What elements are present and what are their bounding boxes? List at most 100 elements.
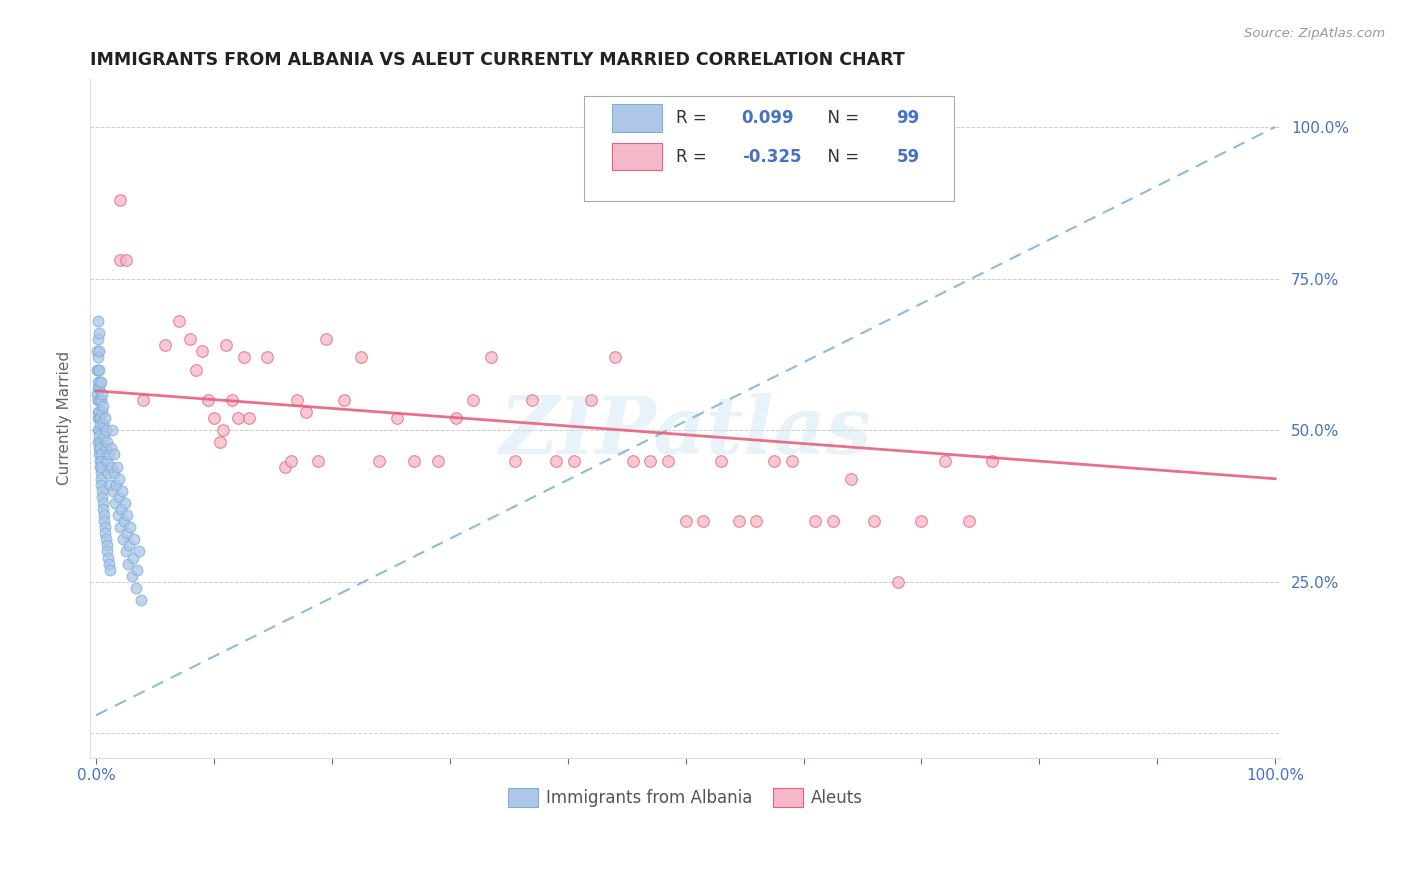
Point xyxy=(87,405,110,419)
Point xyxy=(108,253,131,268)
Point xyxy=(94,526,117,541)
Point xyxy=(105,459,128,474)
Point xyxy=(295,405,318,419)
Point xyxy=(90,477,112,491)
Point xyxy=(90,375,112,389)
Point xyxy=(90,392,112,407)
Point xyxy=(710,453,733,467)
Point xyxy=(202,411,225,425)
Point xyxy=(89,411,111,425)
Point xyxy=(404,453,426,467)
Point xyxy=(90,472,112,486)
Point xyxy=(118,538,141,552)
Point xyxy=(727,514,749,528)
Point xyxy=(957,514,980,528)
Point xyxy=(117,557,139,571)
Point xyxy=(385,411,408,425)
Point xyxy=(87,442,110,456)
Point xyxy=(96,538,118,552)
Point xyxy=(91,405,114,419)
Point xyxy=(503,453,526,467)
Point xyxy=(107,508,129,522)
Point xyxy=(745,514,768,528)
Point xyxy=(96,453,118,467)
Point xyxy=(97,550,120,565)
Y-axis label: Currently Married: Currently Married xyxy=(58,351,72,485)
Point xyxy=(120,520,142,534)
Point xyxy=(186,362,208,376)
Point xyxy=(132,392,155,407)
Point xyxy=(804,514,827,528)
Point xyxy=(544,453,567,467)
Point xyxy=(86,381,108,395)
Point xyxy=(87,351,110,365)
Point xyxy=(86,392,108,407)
Point xyxy=(100,459,122,474)
Point xyxy=(98,557,121,571)
Legend: Immigrants from Albania, Aleuts: Immigrants from Albania, Aleuts xyxy=(502,781,870,814)
Point xyxy=(101,483,124,498)
Point xyxy=(89,442,111,456)
Point xyxy=(226,411,249,425)
Point xyxy=(692,514,714,528)
Point xyxy=(90,453,112,467)
Point xyxy=(934,453,956,467)
Point xyxy=(315,332,337,346)
Point xyxy=(112,514,135,528)
Bar xyxy=(612,104,662,131)
Point xyxy=(125,581,148,595)
Point xyxy=(350,351,373,365)
Point xyxy=(87,381,110,395)
Point xyxy=(87,344,110,359)
Point xyxy=(110,520,132,534)
Point xyxy=(87,326,110,341)
Point xyxy=(90,459,112,474)
Point xyxy=(780,453,803,467)
Point xyxy=(96,533,118,547)
Point xyxy=(87,332,110,346)
Point xyxy=(93,399,115,413)
Point xyxy=(110,502,132,516)
Point xyxy=(93,508,115,522)
Point xyxy=(89,429,111,443)
Point xyxy=(98,563,121,577)
Text: IMMIGRANTS FROM ALBANIA VS ALEUT CURRENTLY MARRIED CORRELATION CHART: IMMIGRANTS FROM ALBANIA VS ALEUT CURRENT… xyxy=(90,51,905,69)
Point xyxy=(91,496,114,510)
Point xyxy=(821,514,844,528)
Point xyxy=(87,405,110,419)
Point xyxy=(114,496,136,510)
Point xyxy=(368,453,391,467)
Point xyxy=(114,544,136,558)
Point xyxy=(191,344,214,359)
Point xyxy=(675,514,697,528)
Point xyxy=(221,392,243,407)
Text: 0.099: 0.099 xyxy=(741,109,794,127)
Text: N =: N = xyxy=(817,109,865,127)
Point xyxy=(208,435,231,450)
Point xyxy=(96,435,118,450)
Text: R =: R = xyxy=(676,148,713,166)
Text: 59: 59 xyxy=(897,148,920,166)
Point xyxy=(179,332,201,346)
Point xyxy=(89,375,111,389)
Point xyxy=(197,392,219,407)
Point xyxy=(87,362,110,376)
Point xyxy=(863,514,886,528)
Point xyxy=(128,544,150,558)
Point xyxy=(280,453,302,467)
Point xyxy=(981,453,1004,467)
Point xyxy=(115,526,138,541)
Point xyxy=(93,429,115,443)
Point xyxy=(212,423,235,437)
Text: N =: N = xyxy=(817,148,865,166)
Point xyxy=(100,442,122,456)
Point xyxy=(89,459,111,474)
Point xyxy=(90,483,112,498)
Point xyxy=(87,423,110,437)
Point xyxy=(427,453,450,467)
Point xyxy=(87,411,110,425)
Point xyxy=(153,338,176,352)
Point xyxy=(89,435,111,450)
Text: R =: R = xyxy=(676,109,713,127)
Point xyxy=(307,453,329,467)
